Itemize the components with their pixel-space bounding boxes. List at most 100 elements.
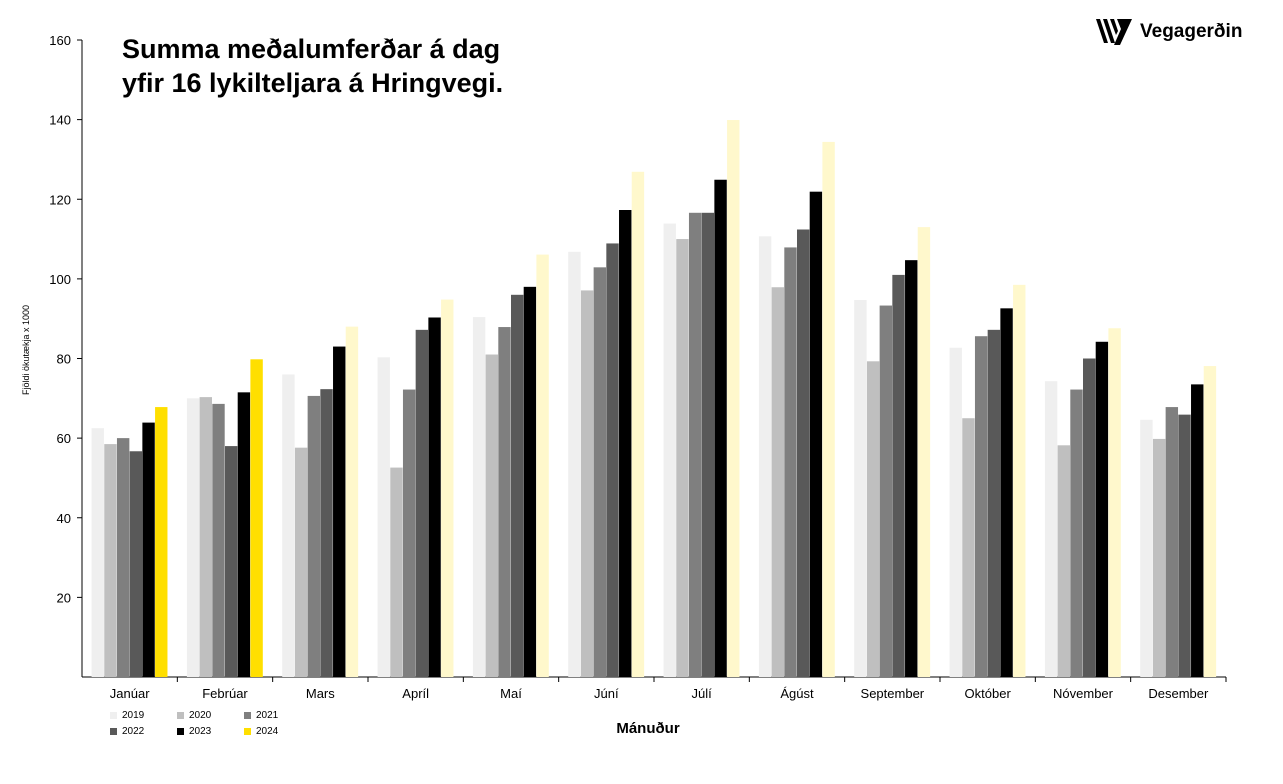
bar-2024-projected- <box>727 120 740 677</box>
bar-2019 <box>1044 381 1058 677</box>
x-tick-label: Maí <box>500 686 522 701</box>
legend-item: 2019 <box>110 710 177 721</box>
bar-2022 <box>129 451 143 677</box>
bar-2020 <box>580 290 594 677</box>
bar-2024-projected- <box>536 254 549 678</box>
legend-item: 2023 <box>177 726 244 737</box>
y-tick-label: 60 <box>57 431 71 446</box>
y-tick-label: 120 <box>49 192 71 207</box>
bar-2024-projected- <box>1108 328 1121 677</box>
y-tick-label: 80 <box>57 352 71 367</box>
legend-label: 2020 <box>189 710 212 721</box>
bar-2024-projected- <box>631 171 645 678</box>
bar-2022 <box>1083 358 1096 677</box>
bar-2023 <box>1000 308 1013 677</box>
bar-2022 <box>320 389 333 677</box>
bar-2020 <box>771 287 784 677</box>
bar-2021 <box>974 336 988 677</box>
bar-2022 <box>606 243 619 677</box>
bar-2021 <box>784 247 797 677</box>
bar-2019 <box>663 223 676 677</box>
y-tick-label: 100 <box>49 272 71 287</box>
chart-title: Summa meðalumferðar á dag yfir 16 lykilt… <box>122 32 503 100</box>
bar-2022 <box>797 229 810 677</box>
x-tick-label: Nóvember <box>1053 686 1114 701</box>
bar-2021 <box>116 438 130 677</box>
bar-2020 <box>962 418 975 677</box>
y-tick-label: 20 <box>57 590 71 605</box>
title-line-1: Summa meðalumferðar á dag <box>122 34 501 64</box>
bar-2024-projected- <box>1013 284 1026 677</box>
bar-2019 <box>377 357 390 677</box>
bar-2022 <box>511 294 524 677</box>
bar-2024-projected- <box>1203 366 1217 677</box>
legend-label: 2019 <box>122 710 145 721</box>
x-tick-label: Júní <box>594 686 619 701</box>
y-tick-label: 40 <box>57 511 71 526</box>
x-tick-label: Ágúst <box>780 686 814 701</box>
bar-2023 <box>237 392 251 677</box>
x-tick-label: Mars <box>306 686 335 701</box>
bar-2023 <box>142 422 155 677</box>
bar-2020 <box>104 444 117 677</box>
bar-2023 <box>809 191 823 678</box>
bar-2019 <box>568 251 581 678</box>
legend-swatch <box>244 728 251 735</box>
bar-2021 <box>688 212 702 677</box>
bar-2021 <box>1165 407 1179 677</box>
bar-2019 <box>949 347 962 677</box>
bar-2019 <box>282 374 295 677</box>
bar-2019 <box>758 236 772 677</box>
x-tick-label: Desember <box>1148 686 1209 701</box>
bar-2023 <box>523 286 537 677</box>
bar-2021 <box>212 403 225 677</box>
bar-2023 <box>1095 341 1109 677</box>
bar-2024 <box>250 359 263 677</box>
bar-2021 <box>593 267 607 677</box>
legend: 2019 2020 2021 2022 2023 2024 <box>110 710 311 737</box>
bar-2019 <box>1140 419 1153 677</box>
bar-2021 <box>307 395 321 677</box>
legend-label: 2024 <box>256 726 279 737</box>
legend-swatch <box>110 712 117 719</box>
bar-2022 <box>892 274 905 677</box>
bar-2024-projected- <box>917 227 931 677</box>
bar-2023 <box>905 260 918 677</box>
x-tick-label: Október <box>965 686 1012 701</box>
x-axis-label: Mánuður <box>616 720 680 737</box>
bar-2021 <box>498 327 511 677</box>
bar-2020 <box>1152 438 1166 677</box>
y-tick-label: 160 <box>49 33 71 48</box>
y-axis-label: Fjöldi ökutækja x 1000 <box>21 304 31 396</box>
bar-2024 <box>155 407 168 677</box>
bar-2023 <box>714 179 727 677</box>
bar-2020 <box>676 239 689 677</box>
legend-label: 2022 <box>122 726 145 737</box>
bar-2024-projected- <box>822 141 835 678</box>
bar-2020 <box>485 354 498 677</box>
bar-2024-projected- <box>345 326 359 677</box>
bar-2020 <box>1057 445 1070 677</box>
bar-2019 <box>91 428 104 677</box>
legend-item: 2024 <box>244 726 311 737</box>
y-tick-label: 140 <box>49 113 71 128</box>
bar-2023 <box>1191 384 1204 677</box>
bar-2022 <box>415 329 429 677</box>
bar-2019 <box>472 317 486 677</box>
bar-2023 <box>619 209 632 677</box>
bar-2022 <box>1178 414 1191 677</box>
legend-swatch <box>177 728 184 735</box>
bar-2022 <box>701 212 715 677</box>
x-tick-label: Júlí <box>692 686 713 701</box>
x-tick-label: Janúar <box>110 686 150 701</box>
vegagerdin-stripes-logo-icon <box>1096 19 1132 45</box>
bar-2022 <box>225 446 238 677</box>
bar-2024-projected- <box>441 299 454 677</box>
x-tick-label: Febrúar <box>202 686 248 701</box>
bar-2020 <box>390 467 403 677</box>
bar-2022 <box>987 329 1001 677</box>
legend-label: 2021 <box>256 710 279 721</box>
brand-name: Vegagerðin <box>1140 21 1243 42</box>
bar-2020 <box>294 447 308 677</box>
legend-swatch <box>110 728 117 735</box>
